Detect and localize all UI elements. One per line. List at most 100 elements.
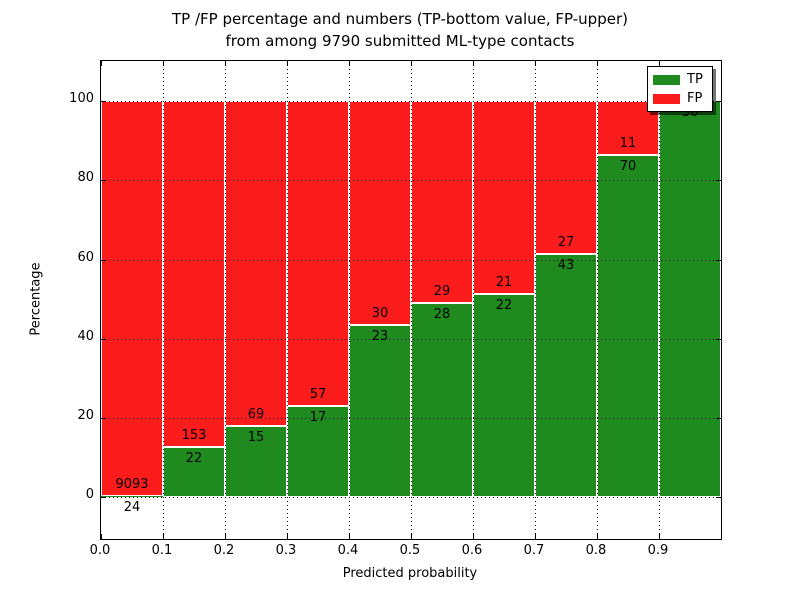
x-tick-mark-top xyxy=(535,61,536,66)
bar-segment-fp xyxy=(411,101,473,303)
bar-segment-tp xyxy=(287,406,349,497)
bar-label-tp: 22 xyxy=(495,298,513,314)
x-axis-label: Predicted probability xyxy=(342,566,478,581)
bar-segment-fp xyxy=(101,101,163,496)
x-tick-mark xyxy=(597,534,598,539)
y-tick-mark-right xyxy=(716,497,721,498)
y-tick-label: 100 xyxy=(69,91,94,107)
x-tick-mark xyxy=(411,534,412,539)
legend-swatch-fp-icon xyxy=(653,93,680,104)
y-tick-mark-right xyxy=(716,417,721,419)
x-tick-mark-top xyxy=(411,61,412,66)
v-gridline xyxy=(225,61,226,539)
v-gridline xyxy=(287,61,288,539)
bar-segment-tp xyxy=(411,302,473,497)
bar-label-fp: 153 xyxy=(181,428,207,444)
bar-segment-tp xyxy=(473,294,535,497)
x-tick-label: 0.2 xyxy=(213,543,235,558)
v-gridline xyxy=(349,61,350,539)
bar-label-fp: 27 xyxy=(557,234,575,250)
bar-label-tp: 23 xyxy=(371,329,389,345)
x-tick-mark xyxy=(349,534,350,539)
x-tick-mark-top xyxy=(287,61,288,66)
y-tick-mark xyxy=(101,338,106,340)
legend-swatch-tp-icon xyxy=(653,74,680,85)
x-tick-mark xyxy=(225,534,226,539)
bar-segment-fp xyxy=(163,101,225,448)
y-tick-label: 80 xyxy=(77,170,94,186)
bar-label-fp: 29 xyxy=(433,283,451,299)
legend: TP FP xyxy=(647,66,713,112)
chart-title: TP /FP percentage and numbers (TP-bottom… xyxy=(0,8,800,52)
bar-label-fp: 69 xyxy=(247,407,265,423)
y-axis-label: Percentage xyxy=(28,262,44,336)
x-tick-mark-top xyxy=(473,61,474,66)
y-tick-label: 20 xyxy=(77,407,94,423)
legend-entry-fp: FP xyxy=(653,90,707,106)
bar-label-tp: 22 xyxy=(185,451,203,467)
x-tick-mark-top xyxy=(349,61,350,66)
bar-segment-tp xyxy=(659,101,721,497)
bar-segment-tp xyxy=(535,253,597,497)
y-tick-mark-right xyxy=(716,101,721,103)
y-tick-mark xyxy=(101,497,106,498)
x-tick-label: 0.4 xyxy=(337,543,359,558)
x-tick-mark xyxy=(535,534,536,539)
x-tick-label: 0.7 xyxy=(523,543,545,558)
x-tick-label: 0.8 xyxy=(585,543,607,558)
x-tick-label: 0.1 xyxy=(151,543,173,558)
legend-label-tp: TP xyxy=(687,71,703,87)
legend-label-fp: FP xyxy=(687,90,703,106)
x-tick-label: 0.6 xyxy=(461,543,483,558)
bar-segment-tp xyxy=(225,426,287,497)
bar-label-tp: 17 xyxy=(309,410,327,426)
x-tick-mark xyxy=(659,534,660,539)
bar-label-fp: 57 xyxy=(309,387,327,403)
bar-segment-tp xyxy=(349,325,411,497)
bar-label-tp: 28 xyxy=(433,306,451,322)
x-tick-mark-top xyxy=(225,61,226,66)
v-gridline xyxy=(597,61,598,539)
bar-segment-fp xyxy=(473,101,535,295)
chart-title-line1: TP /FP percentage and numbers (TP-bottom… xyxy=(172,10,628,28)
bar-label-fp: 9093 xyxy=(115,476,149,492)
y-tick-mark xyxy=(101,101,106,103)
v-gridline xyxy=(411,61,412,539)
y-tick-mark xyxy=(101,180,106,182)
x-tick-mark xyxy=(473,534,474,539)
y-tick-label: 60 xyxy=(77,249,94,265)
bar-label-fp: 11 xyxy=(619,135,637,151)
bar-segment-tp xyxy=(597,154,659,497)
x-tick-mark-top xyxy=(163,61,164,66)
x-tick-mark-top xyxy=(659,61,660,66)
x-tick-mark-top xyxy=(597,61,598,66)
bar-label-tp: 70 xyxy=(619,158,637,174)
x-tick-mark xyxy=(101,534,102,539)
x-tick-label: 0.9 xyxy=(647,543,669,558)
y-tick-mark-right xyxy=(716,259,721,261)
v-gridline xyxy=(163,61,164,539)
bar-segment-fp xyxy=(535,101,597,254)
y-tick-label: 40 xyxy=(77,328,94,344)
bar-segment-fp xyxy=(287,101,349,407)
legend-entry-tp: TP xyxy=(653,71,707,87)
bar-label-fp: 30 xyxy=(371,306,389,322)
bar-segment-tp xyxy=(101,495,163,497)
bar-label-tp: 15 xyxy=(247,430,265,446)
x-tick-label: 0.3 xyxy=(275,543,297,558)
bar-label-fp: 21 xyxy=(495,275,513,291)
v-gridline xyxy=(473,61,474,539)
y-tick-mark xyxy=(101,259,106,261)
y-tick-mark-right xyxy=(716,338,721,340)
y-tick-label: 0 xyxy=(85,487,94,502)
plot-area: 9093 24 153 22 69 15 57 17 30 23 29 28 21 22 27 43 11 70 3… xyxy=(100,60,722,540)
v-gridline xyxy=(659,61,660,539)
bar-label-tp: 43 xyxy=(557,257,575,273)
x-tick-label: 0.0 xyxy=(89,543,111,558)
y-tick-mark xyxy=(101,417,106,419)
x-tick-mark xyxy=(163,534,164,539)
bar-segment-fp xyxy=(349,101,411,326)
v-gridline xyxy=(535,61,536,539)
chart-title-line2: from among 9790 submitted ML-type contac… xyxy=(225,32,575,50)
